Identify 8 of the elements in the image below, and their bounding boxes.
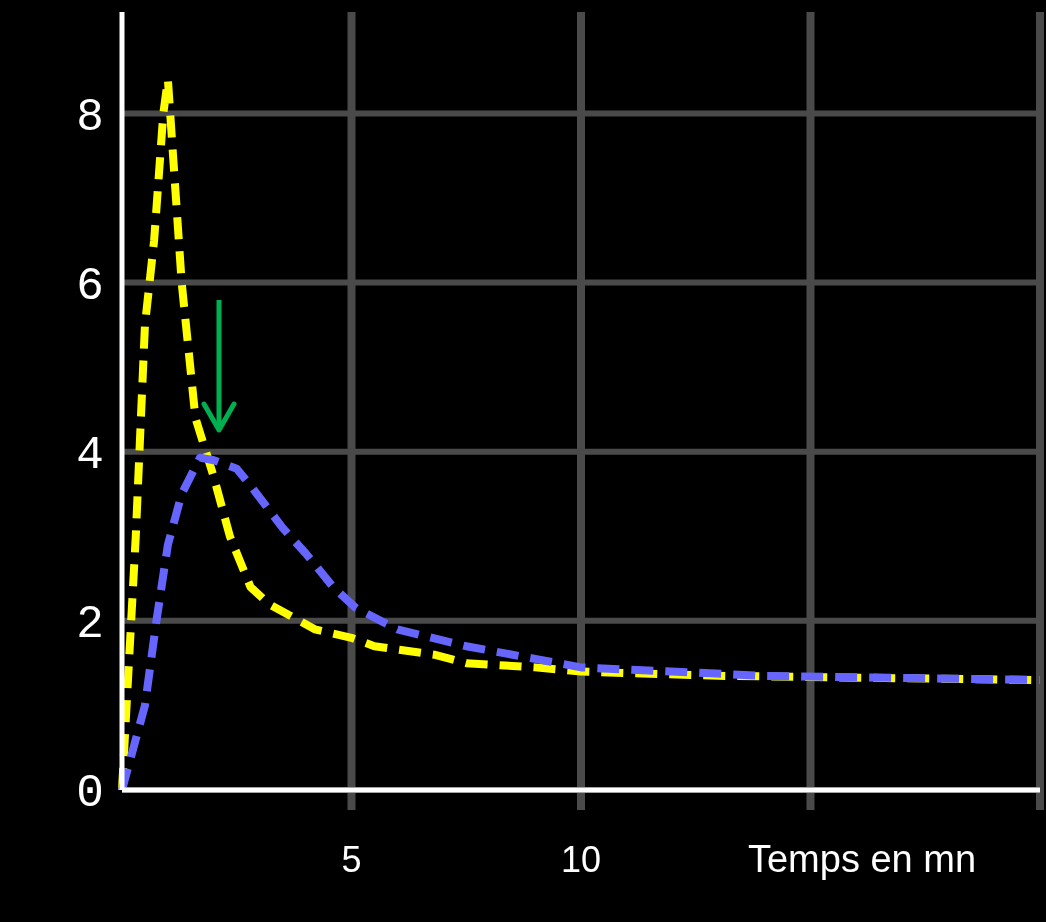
y-tick-label: 0 [76, 768, 104, 821]
x-tick-label: 5 [341, 839, 362, 880]
y-tick-label: 8 [76, 91, 104, 144]
y-tick-label: 2 [76, 598, 104, 651]
x-axis-title: Temps en mn [747, 838, 977, 880]
y-tick-label: 4 [76, 429, 104, 482]
y-tick-label: 6 [76, 260, 104, 313]
x-tick-label: 10 [560, 839, 602, 880]
